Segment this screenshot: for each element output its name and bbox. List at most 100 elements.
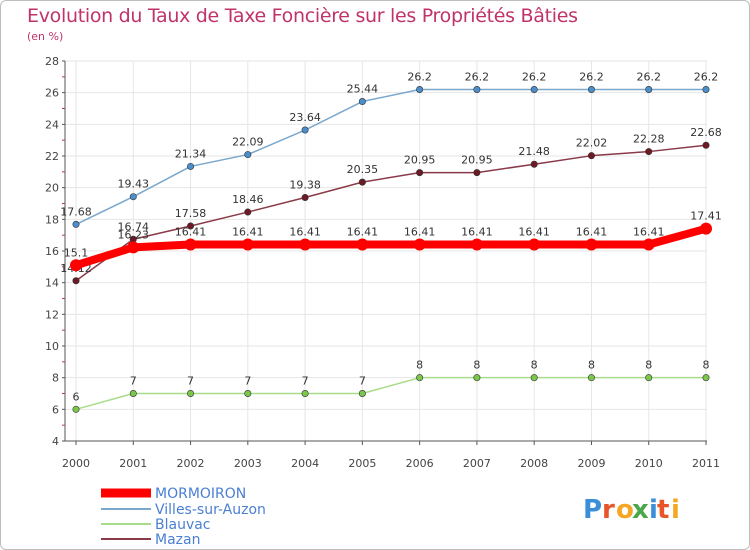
data-label-mazan: 22.02	[576, 137, 608, 150]
x-tick-label: 2011	[692, 457, 720, 470]
data-label-villes-sur-auzon: 26.2	[579, 71, 604, 84]
data-label-blauvac: 7	[244, 375, 251, 388]
data-label-mormoiron: 16.41	[175, 226, 207, 239]
data-label-mormoiron: 16.41	[576, 226, 608, 239]
data-label-mazan: 19.38	[289, 178, 321, 191]
x-tick-label: 2009	[577, 457, 605, 470]
x-tick-label: 2004	[291, 457, 319, 470]
data-label-mazan: 20.95	[461, 154, 493, 167]
logo-letter: r	[602, 495, 615, 525]
logo-letter: i	[649, 495, 658, 525]
y-tick-label: 22	[45, 150, 59, 163]
x-tick-label: 2008	[520, 457, 548, 470]
data-label-mazan: 16.74	[118, 220, 150, 233]
data-point-villes-sur-auzon	[473, 86, 481, 94]
data-point-blauvac	[301, 389, 309, 397]
data-label-mazan: 17.58	[175, 207, 207, 220]
data-point-blauvac	[129, 389, 137, 397]
y-tick-label: 8	[52, 372, 59, 385]
data-point-mazan	[187, 222, 195, 230]
data-point-villes-sur-auzon	[244, 151, 252, 159]
logo-letter: i	[671, 495, 680, 525]
x-tick-label: 2006	[406, 457, 434, 470]
data-label-villes-sur-auzon: 21.34	[175, 147, 207, 160]
data-label-mormoiron: 16.41	[289, 226, 321, 239]
data-label-blauvac: 8	[645, 359, 652, 372]
data-label-blauvac: 8	[588, 359, 595, 372]
y-tick-label: 14	[45, 277, 59, 290]
data-label-mazan: 18.46	[232, 193, 264, 206]
data-label-blauvac: 7	[302, 375, 309, 388]
y-tick-label: 12	[45, 308, 59, 321]
data-point-mazan	[473, 169, 481, 177]
data-point-villes-sur-auzon	[358, 98, 366, 106]
data-point-mazan	[301, 193, 309, 201]
data-point-blauvac	[473, 374, 481, 382]
data-point-blauvac	[702, 374, 710, 382]
data-point-mormoiron	[241, 238, 254, 251]
data-label-mazan: 20.95	[404, 154, 436, 167]
logo-letter: x	[632, 495, 649, 525]
data-point-blauvac	[416, 374, 424, 382]
data-point-blauvac	[187, 389, 195, 397]
data-point-mazan	[358, 178, 366, 186]
data-label-blauvac: 8	[473, 359, 480, 372]
data-point-villes-sur-auzon	[645, 86, 653, 94]
data-label-blauvac: 8	[416, 359, 423, 372]
data-point-blauvac	[358, 389, 366, 397]
y-tick-label: 6	[52, 403, 59, 416]
legend-label-blauvac: Blauvac	[155, 517, 211, 533]
data-label-villes-sur-auzon: 26.2	[694, 71, 719, 84]
legend-label-mazan: Mazan	[155, 532, 200, 548]
y-tick-label: 18	[45, 213, 59, 226]
data-point-mormoiron	[642, 238, 655, 251]
y-tick-label: 24	[45, 118, 59, 131]
data-point-mormoiron	[299, 238, 312, 251]
data-point-blauvac	[587, 374, 595, 382]
data-label-mormoiron: 16.41	[518, 226, 550, 239]
data-point-villes-sur-auzon	[530, 86, 538, 94]
data-label-mormoiron: 15.1	[64, 246, 89, 259]
data-point-villes-sur-auzon	[129, 193, 137, 201]
data-point-mazan	[702, 141, 710, 149]
data-label-blauvac: 8	[703, 359, 710, 372]
data-label-villes-sur-auzon: 26.2	[522, 71, 547, 84]
y-tick-label: 10	[45, 340, 59, 353]
data-point-mormoiron	[528, 238, 541, 251]
data-point-villes-sur-auzon	[416, 86, 424, 94]
data-label-mormoiron: 16.41	[232, 226, 264, 239]
data-label-mormoiron: 16.41	[347, 226, 379, 239]
data-label-mormoiron: 16.41	[461, 226, 493, 239]
data-point-villes-sur-auzon	[72, 220, 80, 228]
data-label-mormoiron: 17.41	[690, 210, 722, 223]
data-label-villes-sur-auzon: 26.2	[465, 71, 490, 84]
legend-label-villes-sur-auzon: Villes-sur-Auzon	[155, 502, 266, 518]
data-label-blauvac: 7	[359, 375, 366, 388]
data-label-villes-sur-auzon: 26.2	[636, 71, 661, 84]
data-point-villes-sur-auzon	[702, 86, 710, 94]
data-point-villes-sur-auzon	[587, 86, 595, 94]
data-point-mormoiron	[356, 238, 369, 251]
data-label-mazan: 20.35	[347, 163, 379, 176]
data-point-mormoiron	[70, 259, 82, 272]
data-point-mazan	[587, 152, 595, 160]
x-tick-label: 2010	[635, 457, 663, 470]
logo-letter: t	[657, 495, 669, 525]
series-line-villes-sur-auzon	[75, 88, 707, 226]
series-line-blauvac	[75, 376, 707, 411]
y-axis-unit-label: (en %)	[27, 30, 64, 43]
data-label-mazan: 22.28	[633, 133, 665, 146]
data-label-blauvac: 6	[73, 390, 80, 403]
data-point-blauvac	[530, 374, 538, 382]
chart-title: Evolution du Taux de Taxe Foncière sur l…	[27, 5, 578, 27]
data-label-villes-sur-auzon: 17.68	[60, 205, 92, 218]
y-tick-label: 20	[45, 182, 59, 195]
data-label-blauvac: 8	[531, 359, 538, 372]
data-label-blauvac: 7	[187, 375, 194, 388]
y-tick-label: 16	[45, 245, 59, 258]
data-point-mazan	[645, 148, 653, 156]
data-point-mazan	[244, 208, 252, 216]
data-label-villes-sur-auzon: 26.2	[407, 71, 432, 84]
